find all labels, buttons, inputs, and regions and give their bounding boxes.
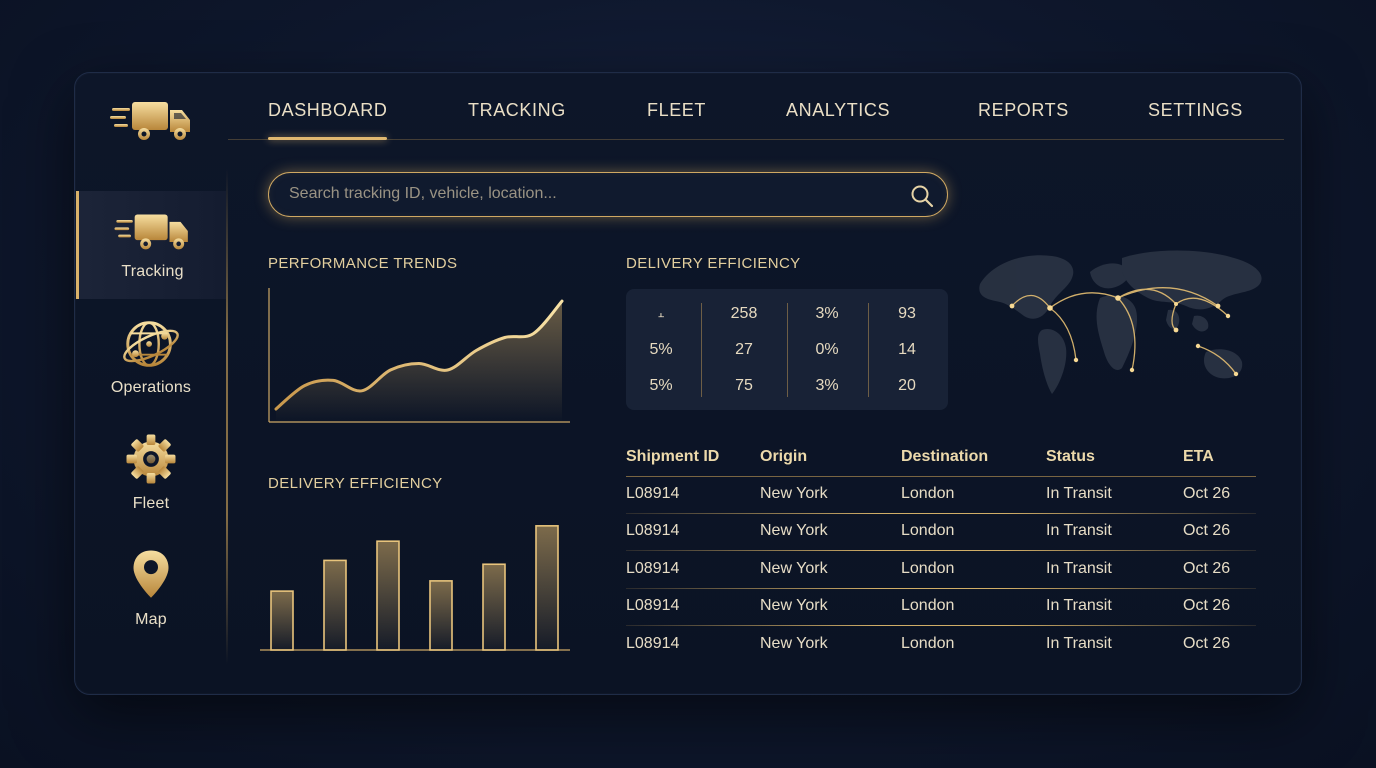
origin: New York — [760, 485, 828, 502]
stat-value: 3% — [815, 377, 839, 394]
stat-value: 258 — [730, 305, 758, 322]
search-icon[interactable] — [909, 183, 935, 209]
delivery-efficiency-stats-title: DELIVERY EFFICIENCY — [626, 255, 801, 272]
trend-area — [276, 301, 562, 422]
efficiency-stats-grid: ⫠ 258 3% 93 5% 27 0% 14 5% 75 3% 20 — [626, 289, 948, 410]
eta: Oct 26 — [1183, 560, 1231, 577]
row-divider — [626, 588, 1256, 589]
eta: Oct 26 — [1183, 635, 1231, 652]
column-header-eta[interactable]: ETA — [1183, 448, 1214, 465]
map-pin-icon — [133, 550, 169, 598]
stat-value: 75 — [735, 377, 753, 394]
sidebar-item-label: Operations — [110, 379, 192, 396]
logo-truck-icon — [110, 102, 190, 140]
bar — [535, 525, 559, 651]
row-divider — [626, 513, 1256, 514]
status: In Transit — [1046, 560, 1112, 577]
globe-icon — [123, 321, 179, 367]
stat-value: 3% — [815, 305, 839, 322]
sidebar-item-label: Fleet — [132, 495, 170, 512]
sidebar-item-label: Tracking — [121, 263, 184, 280]
world-route-map — [979, 250, 1262, 394]
column-header-origin[interactable]: Origin — [760, 448, 808, 465]
trend-line — [274, 299, 564, 411]
delivery-efficiency-bars-title: DELIVERY EFFICIENCY — [268, 475, 443, 492]
tab-dashboard[interactable]: DASHBOARD — [268, 100, 388, 120]
status: In Transit — [1046, 522, 1112, 539]
eta: Oct 26 — [1183, 485, 1231, 502]
origin: New York — [760, 560, 828, 577]
delivery-efficiency-bar-chart — [260, 525, 570, 651]
stat-value: 5% — [649, 377, 673, 394]
tab-fleet[interactable]: FLEET — [647, 100, 707, 120]
origin: New York — [760, 635, 828, 652]
eta: Oct 26 — [1183, 597, 1231, 614]
bar — [323, 559, 347, 651]
stat-value: 5% — [649, 341, 673, 358]
route-nodes — [1009, 295, 1239, 377]
row-divider — [626, 550, 1256, 551]
status: In Transit — [1046, 597, 1112, 614]
gear-icon — [126, 434, 176, 484]
destination: London — [901, 635, 955, 652]
stat-value: 27 — [735, 341, 753, 358]
sidebar-item-fleet[interactable]: Fleet — [76, 423, 226, 531]
shipment-id: L08914 — [626, 560, 680, 577]
active-tab-indicator — [268, 137, 387, 140]
sidebar-item-map[interactable]: Map — [76, 539, 226, 647]
route-lines — [1011, 287, 1237, 375]
stat-separator — [787, 303, 788, 397]
sidebar-item-operations[interactable]: Operations — [76, 307, 226, 415]
table-row[interactable]: L08914 New York London In Transit Oct 26 — [626, 552, 1256, 589]
shipment-id: L08914 — [626, 522, 680, 539]
search-input[interactable] — [289, 173, 899, 215]
sidebar-item-tracking[interactable]: Tracking — [76, 191, 226, 299]
truck-icon — [114, 214, 188, 250]
performance-trends-title: PERFORMANCE TRENDS — [268, 255, 458, 272]
tab-analytics[interactable]: ANALYTICS — [786, 100, 891, 120]
row-divider — [626, 625, 1256, 626]
eta: Oct 26 — [1183, 522, 1231, 539]
bar — [376, 540, 400, 651]
origin: New York — [760, 597, 828, 614]
table-row[interactable]: L08914 New York London In Transit Oct 26 — [626, 627, 1256, 664]
stat-value: 0% — [815, 341, 839, 358]
origin: New York — [760, 522, 828, 539]
stat-value: ⫠ — [657, 308, 665, 320]
tab-reports[interactable]: REPORTS — [978, 100, 1069, 120]
destination: London — [901, 597, 955, 614]
shipment-id: L08914 — [626, 635, 680, 652]
column-header-shipment-id[interactable]: Shipment ID — [626, 448, 720, 465]
bar — [429, 580, 453, 651]
destination: London — [901, 560, 955, 577]
table-row[interactable]: L08914 New York London In Transit Oct 26 — [626, 477, 1256, 514]
sidebar-item-label: Map — [135, 611, 167, 628]
search-bar — [268, 172, 948, 217]
stat-value: 14 — [898, 341, 916, 358]
bar — [270, 590, 294, 651]
stat-separator — [701, 303, 702, 397]
status: In Transit — [1046, 485, 1112, 502]
destination: London — [901, 522, 955, 539]
nav-divider — [228, 139, 1284, 140]
tab-settings[interactable]: SETTINGS — [1148, 100, 1243, 120]
tab-tracking[interactable]: TRACKING — [468, 100, 566, 120]
table-row[interactable]: L08914 New York London In Transit Oct 26 — [626, 589, 1256, 626]
shipment-id: L08914 — [626, 597, 680, 614]
sidebar-divider — [226, 168, 228, 664]
stat-separator — [868, 303, 869, 397]
column-header-destination[interactable]: Destination — [901, 448, 989, 465]
performance-trends-chart — [268, 288, 570, 423]
table-row[interactable]: L08914 New York London In Transit Oct 26 — [626, 514, 1256, 551]
table-header-divider — [626, 476, 1256, 477]
column-header-status[interactable]: Status — [1046, 448, 1095, 465]
stat-value: 93 — [898, 305, 916, 322]
stat-value: 20 — [898, 377, 916, 394]
destination: London — [901, 485, 955, 502]
status: In Transit — [1046, 635, 1112, 652]
bar — [482, 563, 506, 651]
world-landmass — [979, 250, 1262, 394]
shipment-id: L08914 — [626, 485, 680, 502]
